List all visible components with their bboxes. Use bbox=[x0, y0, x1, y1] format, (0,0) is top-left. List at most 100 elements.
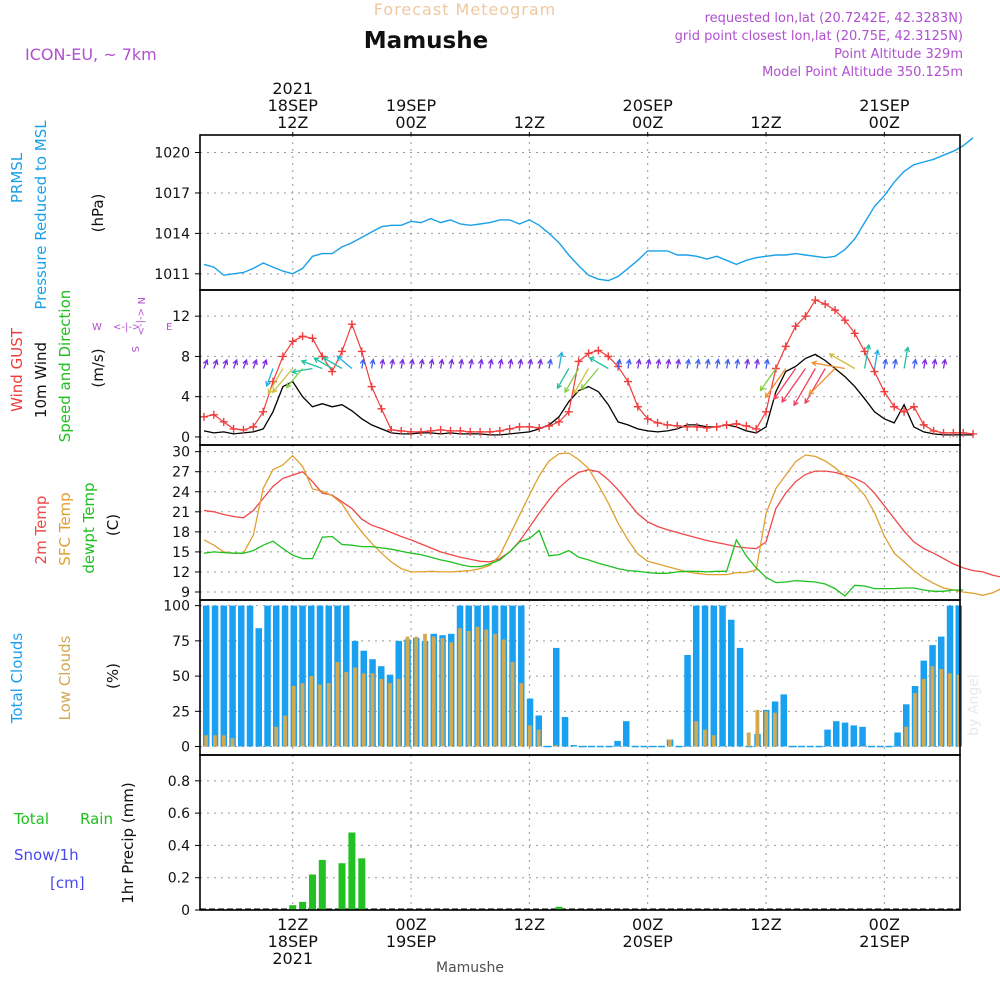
wind-arrow bbox=[588, 357, 609, 370]
low-cloud-bar bbox=[764, 711, 769, 747]
total-cloud-bar bbox=[299, 605, 306, 747]
gust-marker bbox=[742, 421, 751, 430]
gust-marker bbox=[229, 424, 238, 433]
gust-marker bbox=[249, 422, 258, 431]
total-cloud-bar bbox=[220, 605, 227, 747]
cloud-bars bbox=[203, 605, 962, 748]
wind-label-direction: Speed and Direction bbox=[56, 290, 74, 443]
y-tick-label: 27 bbox=[172, 465, 190, 481]
gust-marker bbox=[377, 404, 386, 413]
wind-arrow bbox=[313, 357, 333, 370]
wind-arrow bbox=[271, 368, 294, 394]
top-time-label: 2021 bbox=[272, 79, 313, 98]
clouds-label-low: Low Clouds bbox=[56, 635, 74, 720]
rain-bar bbox=[348, 832, 356, 910]
pressure-label-unit: (hPa) bbox=[89, 194, 107, 233]
total-cloud-bar bbox=[255, 628, 262, 747]
low-cloud-bar bbox=[291, 686, 296, 747]
compass-south: S bbox=[129, 346, 140, 352]
top-time-label: 00Z bbox=[395, 113, 426, 132]
clouds-panel: 0 25 50 75 100 Total Clouds Low Clouds (%) bbox=[8, 599, 962, 756]
wind-arrow bbox=[808, 368, 836, 396]
total-cloud-bar bbox=[308, 605, 315, 747]
gust-marker bbox=[200, 412, 208, 421]
wind-direction-arrows bbox=[202, 343, 948, 407]
gust-marker bbox=[870, 367, 879, 376]
total-cloud-bar bbox=[553, 647, 560, 747]
low-cloud-bar bbox=[466, 631, 471, 747]
gust-marker bbox=[456, 426, 465, 435]
wind-gust-markers bbox=[200, 296, 978, 438]
wind-arrow bbox=[408, 358, 415, 369]
y-tick-label: 8 bbox=[181, 349, 190, 365]
compass-east: E bbox=[166, 322, 172, 333]
wind-arrow bbox=[267, 368, 284, 395]
precip-y-axis: 0 0.2 0.4 0.6 0.8 bbox=[168, 774, 190, 919]
bottom-time-label: 2021 bbox=[272, 949, 313, 968]
gust-marker bbox=[407, 427, 416, 436]
gust-marker bbox=[259, 407, 268, 416]
wind-arrow bbox=[675, 358, 682, 369]
wind-arrow bbox=[744, 358, 751, 369]
wind-arrow bbox=[438, 358, 445, 369]
low-cloud-bar bbox=[904, 726, 909, 747]
gust-marker bbox=[495, 426, 504, 435]
chart-title: Mamushe bbox=[364, 28, 488, 54]
gust-marker bbox=[604, 352, 613, 361]
wind-arrow bbox=[477, 358, 484, 369]
low-cloud-bar bbox=[519, 683, 524, 747]
low-cloud-bar bbox=[414, 636, 419, 747]
precip-label-snow-unit: [cm] bbox=[50, 874, 85, 892]
total-cloud-bar bbox=[710, 605, 717, 747]
total-cloud-bar bbox=[246, 605, 254, 747]
y-tick-label: 0 bbox=[181, 903, 190, 919]
rain-bar bbox=[309, 874, 316, 910]
temperature-grid bbox=[195, 445, 960, 600]
low-cloud-bar bbox=[694, 721, 699, 747]
bottom-time-label: 18SEP bbox=[268, 932, 319, 951]
pressure-grid bbox=[195, 135, 960, 290]
wind-arrow bbox=[714, 358, 721, 369]
gust-marker bbox=[338, 347, 347, 356]
temp-label-sfc: SFC Temp bbox=[56, 492, 74, 565]
wind-arrow bbox=[212, 358, 219, 369]
gust-marker bbox=[416, 427, 425, 436]
gust-marker bbox=[623, 377, 632, 386]
wind-arrow bbox=[759, 368, 777, 392]
rain-bar bbox=[555, 906, 563, 910]
gust-marker bbox=[535, 423, 544, 432]
precip-panel: 0 0.2 0.4 0.6 0.8 Total Rain Snow/1h [cm] 1h… bbox=[13, 755, 960, 919]
precip-label-snow: Snow/1h bbox=[14, 846, 79, 864]
model-label: ICON-EU, ~ 7km bbox=[25, 45, 157, 64]
gust-marker bbox=[357, 347, 366, 356]
top-time-label: 19SEP bbox=[386, 96, 437, 115]
wind-arrow bbox=[724, 358, 731, 369]
wind-arrow bbox=[537, 358, 544, 369]
compass-rose: W E N S <-|-> <-|-> bbox=[92, 297, 172, 352]
pressure-series-line bbox=[203, 137, 974, 282]
gust-marker bbox=[347, 320, 356, 329]
gust-marker bbox=[949, 428, 958, 437]
total-cloud-bar bbox=[736, 647, 744, 747]
low-cloud-bar bbox=[773, 712, 777, 747]
precip-label-unit: 1hr Precip (mm) bbox=[119, 782, 137, 903]
gust-marker bbox=[821, 300, 830, 309]
y-tick-label: 18 bbox=[172, 525, 190, 541]
low-cloud-bar bbox=[423, 633, 427, 747]
total-cloud-bar bbox=[824, 729, 831, 747]
wind-arrow bbox=[458, 358, 465, 369]
gust-marker bbox=[722, 420, 731, 429]
wind-arrow bbox=[497, 358, 504, 369]
wind-arrow bbox=[694, 358, 701, 369]
temp-2m-line bbox=[203, 469, 1000, 578]
gust-marker bbox=[633, 402, 642, 411]
compass-north: N bbox=[135, 297, 146, 304]
temperature-panel: 9 12 15 18 21 24 27 30 2m Temp SFC Temp dewpt T… bbox=[32, 445, 1000, 601]
low-cloud-bar bbox=[335, 662, 340, 747]
wind-arrow bbox=[781, 368, 807, 403]
wind-arrow bbox=[265, 368, 274, 388]
wind-arrow bbox=[487, 358, 494, 369]
low-cloud-bar bbox=[501, 639, 506, 747]
